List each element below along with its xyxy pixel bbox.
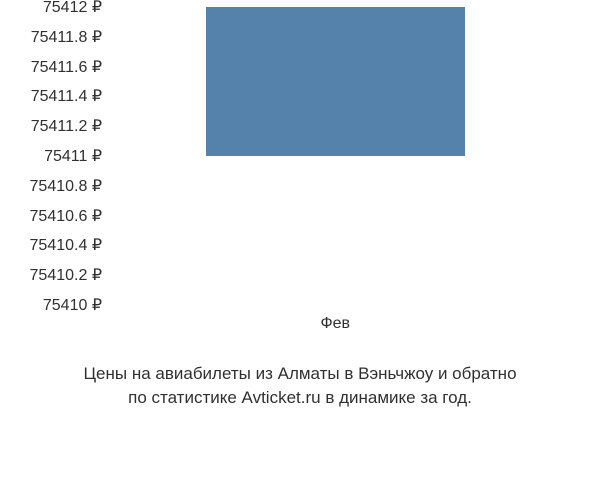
y-tick-label: 75410.6 ₽ [30,206,102,226]
y-tick-label: 75411.6 ₽ [31,57,102,77]
y-tick-label: 75411 ₽ [44,146,102,166]
y-tick-label: 75410 ₽ [43,295,102,315]
y-tick-label: 75411.8 ₽ [31,27,102,47]
y-tick-label: 75410.4 ₽ [30,235,102,255]
y-tick-label: 75410.8 ₽ [30,176,102,196]
chart-area: 75412 ₽ 75411.8 ₽ 75411.6 ₽ 75411.4 ₽ 75411.… [0,0,600,330]
y-axis: 75412 ₽ 75411.8 ₽ 75411.6 ₽ 75411.4 ₽ 75411.… [0,0,110,330]
x-tick-label: Фев [320,315,350,333]
y-tick-label: 75410.2 ₽ [30,265,102,285]
y-tick-label: 75411.2 ₽ [31,116,102,136]
plot-area [110,7,565,305]
y-tick-label: 75412 ₽ [43,0,102,17]
y-tick-label: 75411.4 ₽ [31,86,102,106]
caption-line-1: Цены на авиабилеты из Алматы в Вэньчжоу … [0,362,600,386]
bar [206,7,465,156]
caption-line-2: по статистике Avticket.ru в динамике за … [0,386,600,410]
